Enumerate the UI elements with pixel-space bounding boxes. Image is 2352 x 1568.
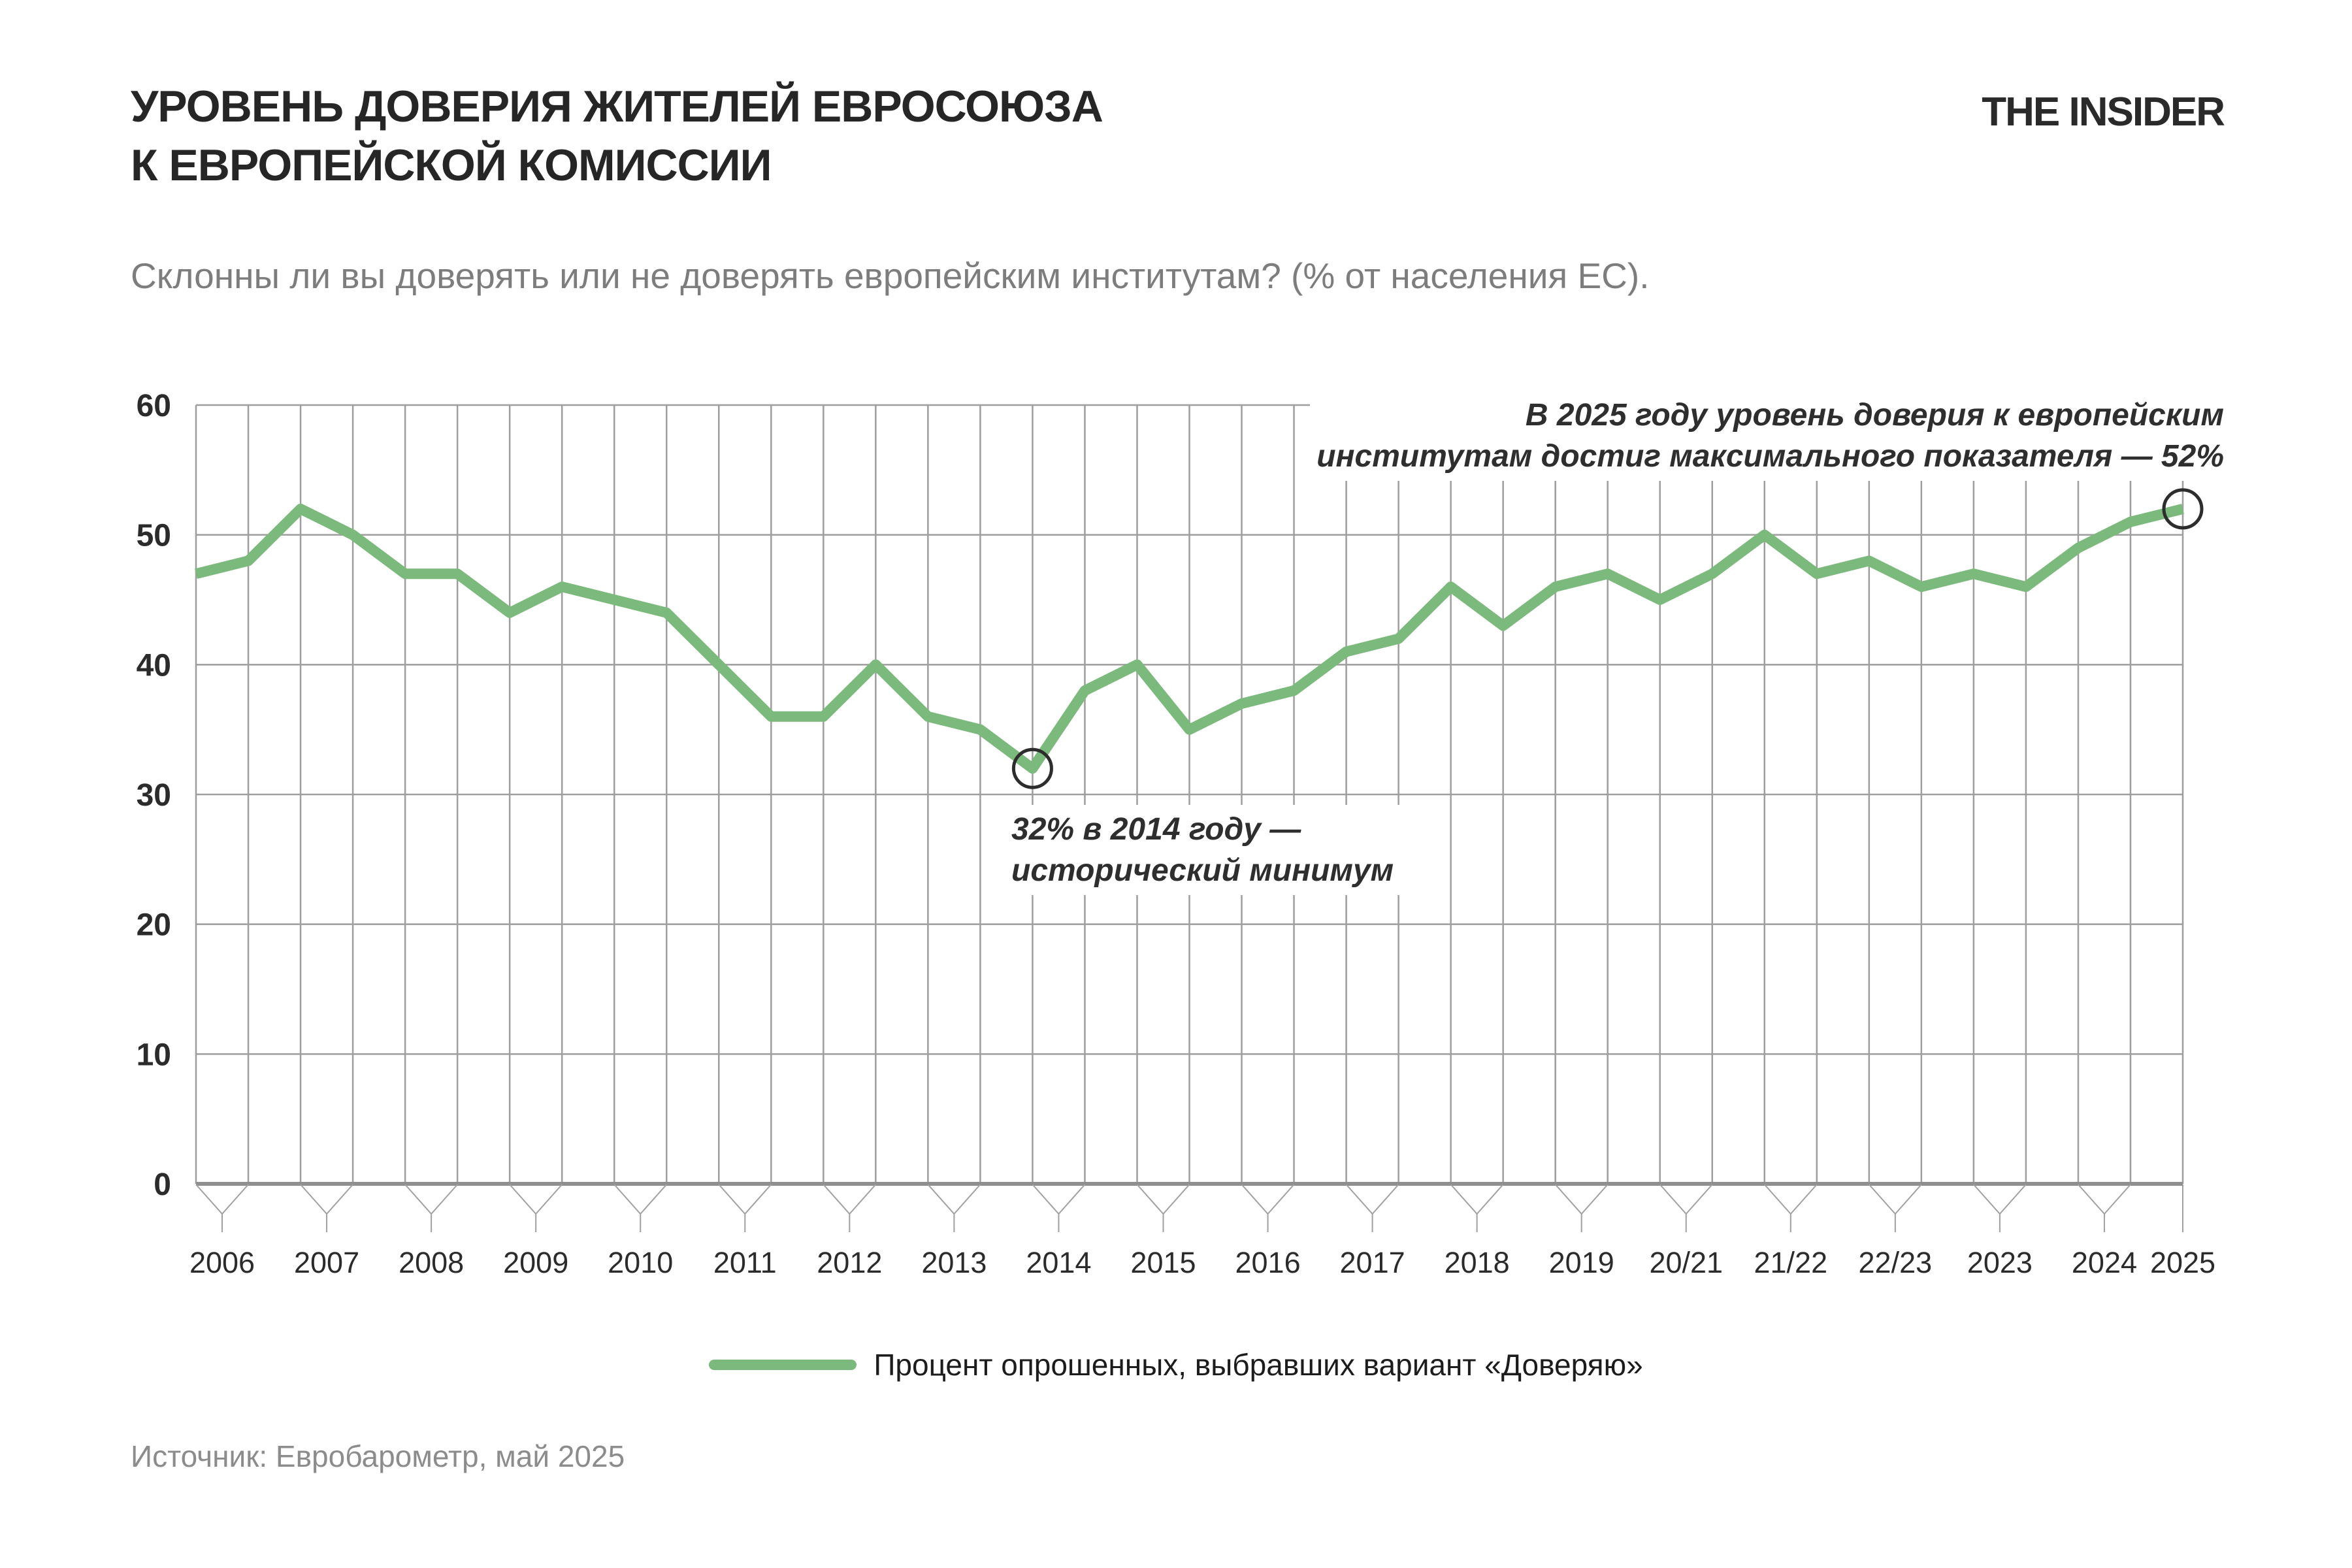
x-tick bbox=[823, 1184, 877, 1232]
x-tick-label: 2012 bbox=[817, 1246, 882, 1279]
x-tick bbox=[1973, 1184, 2027, 1232]
x-tick-label: 2019 bbox=[1549, 1246, 1614, 1279]
x-tick-label: 2017 bbox=[1340, 1246, 1405, 1279]
x-tick bbox=[300, 1184, 353, 1232]
page-title: УРОВЕНЬ ДОВЕРИЯ ЖИТЕЛЕЙ ЕВРОСОЮЗА К ЕВРО… bbox=[131, 77, 1103, 195]
x-tick-label: 2015 bbox=[1130, 1246, 1196, 1279]
x-tick bbox=[613, 1184, 667, 1232]
x-tick bbox=[1032, 1184, 1086, 1232]
x-tick-label: 22/23 bbox=[1859, 1246, 1933, 1279]
x-tick-label: 2025 bbox=[2150, 1246, 2215, 1279]
x-tick bbox=[1764, 1184, 1818, 1232]
x-tick bbox=[1136, 1184, 1190, 1232]
highlight-circle bbox=[1011, 747, 1053, 789]
legend-line-swatch bbox=[709, 1360, 857, 1370]
annotation-max-line2: институтам достиг максимального показате… bbox=[1316, 439, 2224, 474]
x-tick-label: 2006 bbox=[189, 1246, 255, 1279]
x-tick-label: 2016 bbox=[1235, 1246, 1300, 1279]
x-tick bbox=[1450, 1184, 1504, 1232]
x-tick-label: 2014 bbox=[1026, 1246, 1091, 1279]
x-tick bbox=[2078, 1184, 2131, 1232]
x-tick bbox=[1869, 1184, 1922, 1232]
annotation-max: В 2025 году уровень доверия к европейски… bbox=[1310, 391, 2230, 481]
x-tick bbox=[509, 1184, 563, 1232]
x-tick-label: 2013 bbox=[921, 1246, 987, 1279]
y-tick-label: 60 bbox=[137, 389, 171, 423]
y-tick-label: 0 bbox=[154, 1168, 171, 1202]
x-tick bbox=[1554, 1184, 1609, 1232]
x-tick-label: 2023 bbox=[1967, 1246, 2033, 1279]
y-tick-label: 10 bbox=[137, 1037, 171, 1072]
x-tick bbox=[927, 1184, 981, 1232]
annotation-min: 32% в 2014 году — исторический минимум bbox=[1005, 805, 1401, 895]
x-tick bbox=[1659, 1184, 1713, 1232]
annotation-max-line1: В 2025 году уровень доверия к европейски… bbox=[1525, 398, 2224, 433]
highlight-circle bbox=[2162, 488, 2204, 530]
x-tick-label: 2010 bbox=[608, 1246, 673, 1279]
page-title-line1: УРОВЕНЬ ДОВЕРИЯ ЖИТЕЛЕЙ ЕВРОСОЮЗА bbox=[131, 82, 1103, 131]
x-tick-label: 2011 bbox=[713, 1246, 777, 1279]
x-tick-label: 2024 bbox=[2072, 1246, 2137, 1279]
x-tick bbox=[1241, 1184, 1295, 1232]
page-title-line2: К ЕВРОПЕЙСКОЙ КОМИССИИ bbox=[131, 140, 772, 190]
y-tick-label: 40 bbox=[137, 648, 171, 683]
x-tick-label: 2018 bbox=[1445, 1246, 1510, 1279]
legend-label: Процент опрошенных, выбравших вариант «Д… bbox=[874, 1348, 1643, 1382]
annotation-min-line1: 32% в 2014 году — bbox=[1011, 812, 1301, 847]
x-tick bbox=[404, 1184, 458, 1232]
x-tick-label: 2009 bbox=[503, 1246, 568, 1279]
x-tick-label: 2008 bbox=[399, 1246, 464, 1279]
y-tick-label: 30 bbox=[137, 778, 171, 813]
chart-legend: Процент опрошенных, выбравших вариант «Д… bbox=[0, 1347, 2352, 1382]
annotation-min-line2: исторический минимум bbox=[1011, 853, 1394, 888]
y-tick-label: 20 bbox=[137, 908, 171, 943]
x-tick bbox=[718, 1184, 772, 1232]
x-tick-label: 2007 bbox=[294, 1246, 359, 1279]
source-note: Источник: Евробарометр, май 2025 bbox=[131, 1439, 625, 1473]
chart-subtitle: Склонны ли вы доверять или не доверять е… bbox=[131, 255, 1650, 296]
x-tick-label: 21/22 bbox=[1754, 1246, 1827, 1279]
y-tick-label: 50 bbox=[137, 519, 171, 553]
x-tick bbox=[1345, 1184, 1399, 1232]
trust-line bbox=[195, 503, 2184, 774]
x-tick bbox=[195, 1184, 249, 1232]
x-tick-label: 20/21 bbox=[1649, 1246, 1723, 1279]
brand-logo: THE INSIDER bbox=[1982, 90, 2225, 135]
